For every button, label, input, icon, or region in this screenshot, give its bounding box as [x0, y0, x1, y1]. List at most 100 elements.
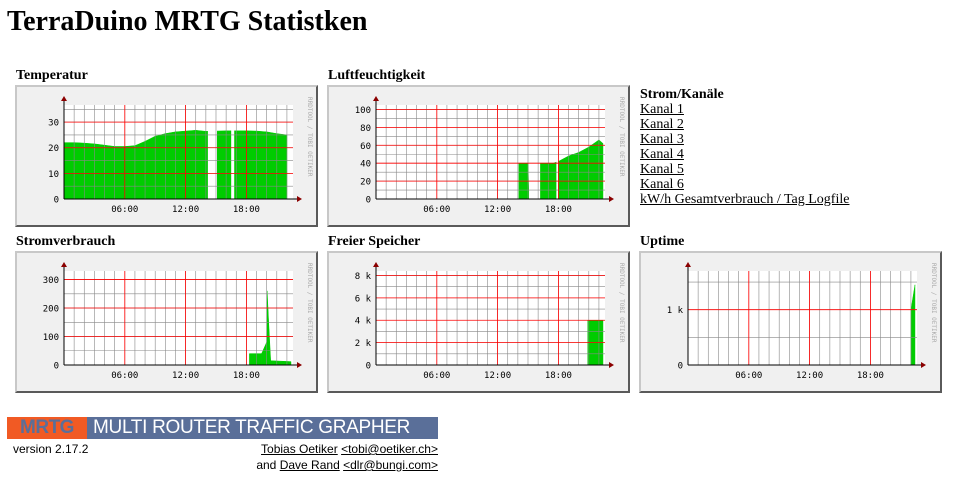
y-tick-label: 0: [366, 196, 371, 206]
data-segment: [84, 142, 95, 200]
y-tick-label: 6 k: [355, 294, 372, 304]
data-segment: [165, 131, 176, 200]
author2-link[interactable]: Dave Rand: [279, 458, 340, 472]
author2-email-link[interactable]: <dlr@bungi.com>: [343, 458, 438, 472]
graph-temperatur: 30 20 10 0 06:00 12:00 18:00 RRDTOOL / TOBI OET…: [15, 85, 318, 227]
x-tick-label: 06:00: [423, 205, 450, 215]
data-segment: [124, 145, 136, 200]
x-tick-label: 12:00: [796, 371, 823, 381]
rrdtool-watermark: RRDTOOL / TOBI OETIKER: [930, 263, 937, 343]
data-segment: [573, 152, 579, 200]
data-segment: [558, 158, 564, 200]
graph-svg: 30 20 10 0 06:00 12:00 18:00 RRDTOOL / TOBI OET…: [48, 96, 313, 215]
graph-freier-speicher: 8 k 6 k 4 k 2 k 0 06:00 12:00 18:00 RRDTOOL / TO…: [327, 251, 630, 393]
x-tick-label: 12:00: [484, 371, 511, 381]
data-area: [63, 130, 288, 200]
link-gesamtverbrauch-logfile[interactable]: kW/h Gesamtverbrauch / Tag Logfile: [640, 192, 850, 207]
graph-title-freier-speicher: Freier Speicher: [328, 234, 421, 249]
and-text: and: [256, 458, 277, 472]
graph-svg: 300 200 100 0 06:00 12:00 18:00 RRDTOOL / TOBI …: [43, 262, 313, 381]
data-segment: [185, 130, 196, 200]
y-tick-label: 8 k: [355, 272, 372, 282]
rrdtool-watermark: RRDTOOL / TOBI OETIKER: [618, 97, 625, 177]
graph-title-uptime: Uptime: [640, 234, 685, 249]
y-tick-label: 100: [355, 106, 371, 116]
credits: Tobias Oetiker <tobi@oetiker.ch> and Dav…: [256, 441, 438, 473]
x-tick-label: 06:00: [111, 205, 138, 215]
link-kanal-4[interactable]: Kanal 4: [640, 147, 684, 162]
graph-title-luftfeuchtigkeit: Luftfeuchtigkeit: [328, 68, 426, 83]
page-title: TerraDuino MRTG Statistken: [7, 6, 368, 37]
x-tick-label: 12:00: [172, 371, 199, 381]
link-kanal-2[interactable]: Kanal 2: [640, 117, 684, 132]
data-segment: [114, 146, 126, 200]
data-segment: [583, 146, 590, 200]
y-tick-label: 200: [43, 305, 59, 315]
graph-uptime: 1 k 0 06:00 12:00 18:00 RRDTOOL / TOBI OETIKE…: [639, 251, 942, 393]
rrdtool-watermark: RRDTOOL / TOBI OETIKER: [306, 97, 313, 177]
graph-svg: 1 k 0 06:00 12:00 18:00 RRDTOOL / TOBI OETIKE…: [667, 262, 937, 381]
link-kanal-6[interactable]: Kanal 6: [640, 177, 684, 192]
y-tick-label: 30: [48, 119, 59, 129]
x-tick-label: 18:00: [233, 205, 260, 215]
x-tick-label: 18:00: [857, 371, 884, 381]
graph-svg: 8 k 6 k 4 k 2 k 0 06:00 12:00 18:00 RRDTOOL / TO…: [355, 262, 625, 381]
y-tick-label: 300: [43, 276, 59, 286]
y-tick-label: 2 k: [355, 339, 372, 349]
rrdtool-watermark: RRDTOOL / TOBI OETIKER: [306, 263, 313, 343]
graph-stromverbrauch: 300 200 100 0 06:00 12:00 18:00 RRDTOOL / TOBI …: [15, 251, 318, 393]
y-tick-label: 0: [366, 362, 371, 372]
links-panel: Strom/Kanäle Kanal 1 Kanal 2 Kanal 3 Kan…: [640, 87, 849, 207]
links-title: Strom/Kanäle: [640, 87, 724, 102]
data-segment: [104, 144, 115, 200]
rrdtool-watermark: RRDTOOL / TOBI OETIKER: [618, 263, 625, 343]
x-tick-label: 12:00: [484, 205, 511, 215]
data-segment: [578, 149, 584, 200]
data-segment: [175, 130, 186, 200]
link-kanal-1[interactable]: Kanal 1: [640, 102, 684, 117]
x-tick-label: 06:00: [735, 371, 762, 381]
graph-svg: 100 80 60 40 20 0 06:00 12:00 18:00 RRDTOOL / TOB…: [355, 96, 625, 215]
data-segment: [568, 153, 574, 200]
y-tick-label: 60: [360, 142, 371, 152]
x-tick-label: 18:00: [233, 371, 260, 381]
y-tick-label: 10: [48, 170, 59, 180]
data-segment: [256, 130, 267, 200]
data-segment: [249, 353, 262, 366]
y-tick-label: 20: [360, 178, 371, 188]
mrtg-logo-text: MULTI ROUTER TRAFFIC GRAPHER: [93, 417, 411, 438]
y-tick-label: 1 k: [667, 306, 684, 316]
data-segment: [63, 142, 75, 200]
graph-title-temperatur: Temperatur: [16, 68, 88, 83]
mrtg-logo-abbr: MRTG: [7, 417, 87, 439]
data-segment: [270, 360, 292, 366]
author1-link[interactable]: Tobias Oetiker: [261, 442, 338, 456]
mrtg-logo[interactable]: MRTG MULTI ROUTER TRAFFIC GRAPHER: [7, 417, 438, 439]
data-segment: [154, 133, 166, 200]
x-tick-label: 18:00: [545, 371, 572, 381]
link-kanal-5[interactable]: Kanal 5: [640, 162, 684, 177]
link-kanal-3[interactable]: Kanal 3: [640, 132, 684, 147]
author1-email-link[interactable]: <tobi@oetiker.ch>: [341, 442, 438, 456]
y-tick-label: 4 k: [355, 317, 372, 327]
data-segment: [588, 143, 595, 200]
data-segment: [563, 155, 569, 200]
x-tick-label: 06:00: [111, 371, 138, 381]
y-tick-label: 80: [360, 124, 371, 134]
data-segment: [94, 143, 105, 200]
x-tick-label: 12:00: [172, 205, 199, 215]
data-segment: [215, 130, 227, 200]
y-tick-label: 0: [54, 362, 59, 372]
y-tick-label: 40: [360, 160, 371, 170]
x-tick-label: 18:00: [545, 205, 572, 215]
data-segment: [246, 130, 257, 200]
y-tick-label: 100: [43, 333, 59, 343]
data-segment: [236, 130, 247, 200]
data-segment: [276, 133, 288, 200]
y-tick-label: 0: [54, 196, 59, 206]
data-segment: [195, 130, 207, 200]
data-segment: [266, 131, 278, 200]
version-text: version 2.17.2: [13, 442, 89, 456]
graph-title-stromverbrauch: Stromverbrauch: [16, 234, 116, 249]
data-segment: [134, 140, 146, 200]
